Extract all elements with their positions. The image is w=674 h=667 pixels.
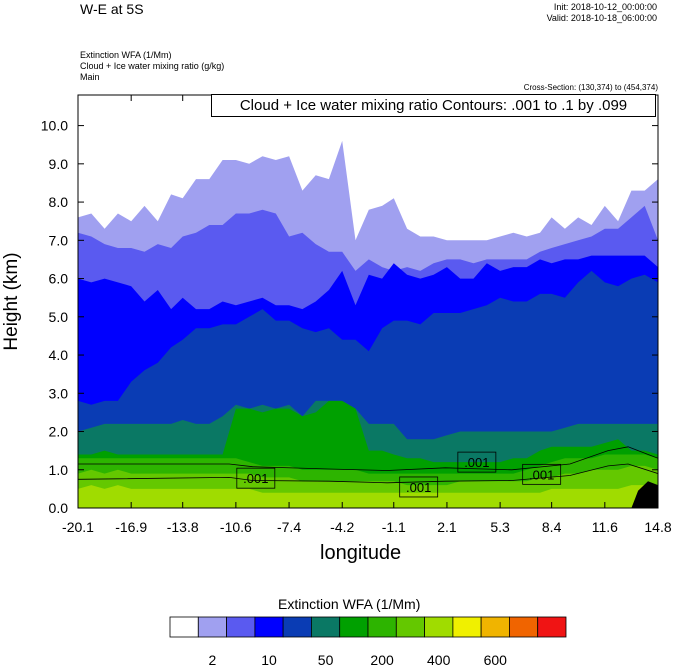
x-tick-label: 8.4	[542, 519, 562, 535]
colorbar-swatch	[367, 616, 397, 638]
x-tick-label: -13.8	[167, 519, 199, 535]
contour-label-3: .001	[464, 455, 489, 470]
contour-label-box-2	[399, 476, 439, 498]
contour-label-box-1	[236, 467, 276, 489]
valid-time: Valid: 2018-10-18_06:00:00	[546, 13, 657, 23]
field-extinction: Extinction WFA (1/Mm)	[80, 50, 172, 60]
field-main: Main	[80, 72, 100, 82]
y-tick-label: 3.0	[49, 385, 69, 401]
y-tick-label: 4.0	[49, 347, 69, 363]
y-tick-label: 9.0	[49, 156, 69, 172]
colorbar-swatch	[169, 616, 199, 638]
colorbar-swatch	[310, 616, 341, 638]
x-tick-label: -1.1	[382, 519, 406, 535]
y-tick-label: 5.0	[49, 309, 69, 325]
extinction-band-9	[78, 485, 658, 508]
y-tick-label: 0.0	[49, 500, 69, 516]
colorbar-swatch	[537, 616, 567, 638]
contour-label-4: .001	[529, 467, 554, 482]
colorbar-swatch	[254, 616, 284, 638]
colorbar-swatch	[339, 616, 369, 638]
colorbar-tick-label: 50	[318, 652, 334, 667]
mixing-ratio-contour-2	[78, 463, 658, 484]
colorbar-tick-label: 600	[484, 652, 508, 667]
colorbar-swatch	[282, 616, 312, 638]
field-descriptions: Extinction WFA (1/Mm) Cloud + Ice water …	[80, 50, 224, 83]
run-times: Init: 2018-10-12_00:00:00 Valid: 2018-10…	[547, 2, 657, 24]
x-tick-label: 2.1	[437, 519, 457, 535]
colorbar-swatch	[226, 616, 256, 638]
filled-bands: .001 .001 .001 .001	[78, 140, 658, 508]
colorbar-tick-label: 200	[370, 652, 394, 667]
colorbar-swatch	[508, 616, 539, 638]
y-tick-label: 10.0	[41, 118, 68, 134]
colorbar-title: Extinction WFA (1/Mm)	[278, 596, 421, 612]
contour-label-box-4	[522, 463, 562, 485]
init-time: Init: 2018-10-12_00:00:00	[553, 2, 657, 12]
contour-label-1: .001	[243, 471, 268, 486]
plot-title: W-E at 5S	[80, 1, 144, 17]
x-tick-label: -10.6	[220, 519, 252, 535]
colorbar-tick-label: 400	[427, 652, 451, 667]
y-tick-label: 7.0	[49, 232, 69, 248]
x-tick-label: -16.9	[115, 519, 147, 535]
contour-title: Cloud + Ice water mixing ratio Contours:…	[211, 94, 656, 117]
colorbar-swatch	[424, 616, 454, 638]
x-tick-label: -4.2	[330, 519, 354, 535]
colorbar-swatch	[480, 616, 510, 638]
x-tick-label: -7.4	[277, 519, 301, 535]
cross-section-label: Cross-Section: (130,374) to (454,374)	[523, 83, 658, 92]
y-tick-label: 1.0	[49, 462, 69, 478]
dark-surface-patch	[631, 481, 658, 508]
mixing-ratio-contour-1	[78, 446, 658, 471]
colorbar-tick-label: 10	[261, 652, 277, 667]
y-tick-label: 6.0	[49, 271, 69, 287]
y-tick-label: 8.0	[49, 194, 69, 210]
x-tick-label: -20.1	[62, 519, 94, 535]
y-tick-label: 2.0	[49, 424, 69, 440]
x-tick-label: 11.6	[592, 519, 618, 535]
colorbar-swatch	[395, 616, 425, 638]
colorbar-swatch	[197, 616, 228, 638]
colorbar-swatch	[452, 616, 482, 638]
x-axis-label: longitude	[320, 542, 402, 564]
x-tick-label: 5.3	[490, 519, 510, 535]
field-mixing-ratio: Cloud + Ice water mixing ratio (g/kg)	[80, 61, 225, 71]
y-axis-label: Height (km)	[1, 252, 22, 350]
contour-label-box-3	[457, 451, 497, 473]
colorbar-tick-label: 2	[209, 652, 217, 667]
contour-label-2: .001	[406, 480, 431, 495]
x-tick-label: 14.8	[644, 519, 671, 535]
